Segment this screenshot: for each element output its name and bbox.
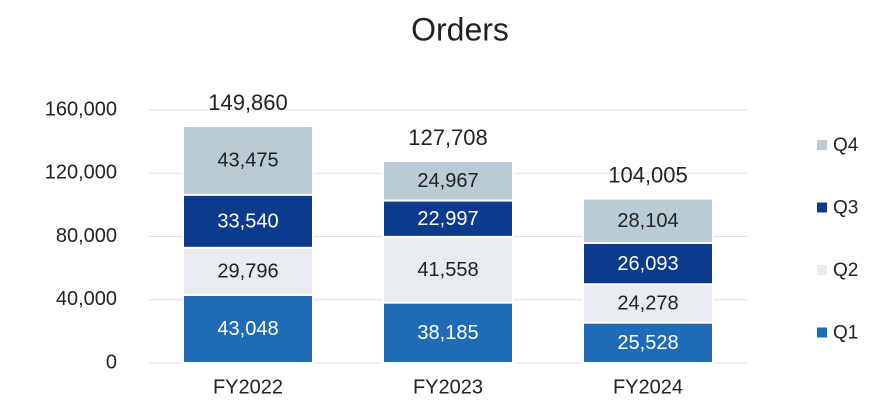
data-label: 43,475: [217, 150, 278, 172]
legend-swatch: [817, 327, 827, 338]
x-tick-label: FY2022: [213, 376, 283, 398]
legend-swatch: [817, 140, 827, 150]
legend-swatch: [817, 202, 827, 213]
data-label: 38,185: [417, 322, 478, 344]
data-label: 26,093: [617, 253, 678, 275]
data-label: 24,278: [617, 293, 678, 315]
data-label: 28,104: [617, 210, 678, 232]
bar-segment: [582, 321, 714, 364]
data-label: 41,558: [417, 259, 478, 281]
data-label: 33,540: [217, 211, 278, 233]
x-tick-label: FY2023: [413, 376, 483, 398]
x-tick-label: FY2024: [613, 376, 683, 398]
y-tick-label: 160,000: [45, 98, 117, 120]
legend-label: Q4: [833, 135, 859, 156]
legend-label: Q1: [833, 323, 858, 344]
y-tick-label: 120,000: [45, 162, 117, 184]
total-label: 149,860: [208, 90, 288, 115]
bar-segment: [182, 246, 314, 296]
bar-segment: [182, 125, 314, 196]
chart-title: Orders: [411, 11, 509, 47]
total-label: 127,708: [408, 125, 488, 150]
total-label: 104,005: [608, 162, 688, 187]
legend-swatch: [817, 265, 827, 275]
y-tick-label: 0: [106, 351, 117, 373]
data-label: 22,997: [417, 208, 478, 230]
bar-segment: [582, 197, 714, 244]
legend-label: Q2: [833, 260, 858, 281]
data-label: 25,528: [617, 332, 678, 354]
bar-segment: [182, 293, 314, 365]
y-tick-label: 40,000: [56, 288, 117, 310]
bar-segment: [382, 160, 514, 202]
data-label: 43,048: [217, 318, 278, 340]
data-label: 29,796: [217, 261, 278, 283]
bar-segment: [582, 283, 714, 324]
y-tick-label: 80,000: [56, 225, 117, 247]
legend-label: Q3: [833, 198, 858, 219]
data-label: 24,967: [417, 170, 478, 192]
